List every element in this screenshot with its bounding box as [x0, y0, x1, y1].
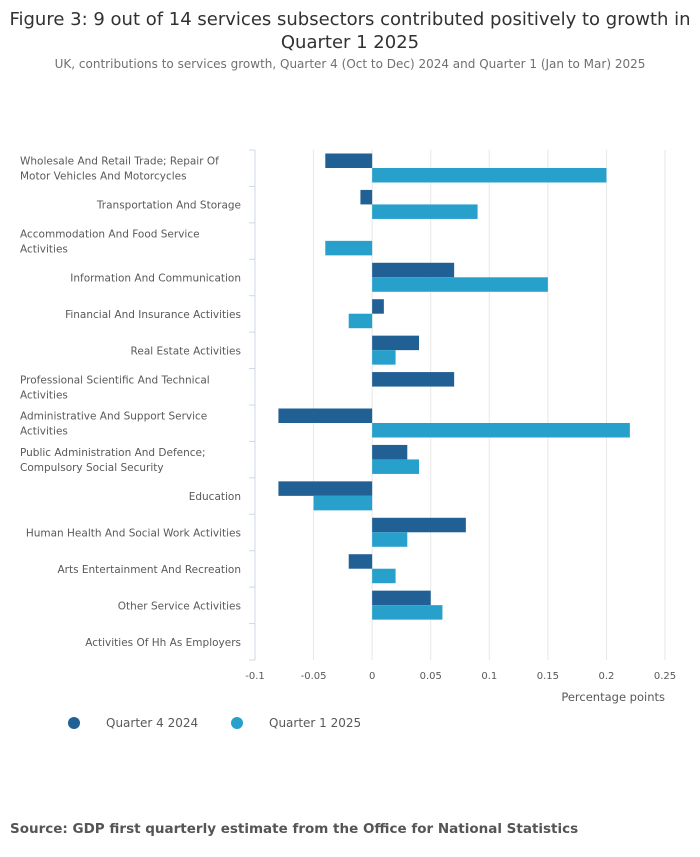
bar-q4	[325, 153, 373, 168]
bar-q4	[372, 299, 384, 314]
category-label: Information And Communication	[70, 273, 241, 285]
category-label: Human Health And Social Work Activities	[26, 528, 241, 540]
x-tick-label: 0.05	[420, 671, 442, 682]
category-label: Transportation And Storage	[96, 200, 241, 212]
bar-q4	[372, 372, 455, 387]
bar-q1	[372, 277, 548, 292]
bar-q1	[348, 313, 373, 329]
bar-q1	[372, 605, 443, 620]
bar-q4	[372, 444, 408, 460]
chart-title: Figure 3: 9 out of 14 services subsector…	[9, 9, 691, 53]
category-label: Activities	[20, 389, 68, 401]
x-tick-label: -0.1	[245, 671, 265, 682]
x-tick-label: 0.25	[654, 671, 676, 682]
category-label: Wholesale And Retail Trade; Repair Of	[20, 156, 219, 168]
category-label: Accommodation And Food Service	[20, 229, 200, 241]
bar-q1	[313, 495, 373, 511]
legend-swatch-q4	[68, 717, 80, 729]
bar-q4	[278, 481, 373, 496]
bar-q4	[348, 554, 373, 569]
category-label: Activities	[20, 244, 68, 256]
bar-q4	[372, 335, 419, 351]
bar-q1	[372, 568, 396, 584]
category-label: Administrative And Support Service	[20, 411, 207, 423]
bar-q4	[372, 517, 466, 533]
category-label: Other Service Activities	[118, 600, 241, 612]
bar-q4	[372, 590, 431, 606]
legend-label-q4: Quarter 4 2024	[106, 716, 199, 730]
x-tick-label: 0.15	[537, 671, 559, 682]
category-label: Compulsory Social Security	[20, 462, 164, 474]
category-label: Real Estate Activities	[131, 345, 241, 357]
category-label: Education	[189, 491, 241, 503]
category-label: Activities	[20, 426, 68, 438]
bar-q1	[372, 532, 408, 547]
category-label: Arts Entertainment And Recreation	[57, 564, 241, 576]
bar-q1	[372, 459, 419, 474]
x-tick-label: 0.1	[481, 671, 497, 682]
bar-q1	[372, 423, 630, 438]
bar-q4	[372, 262, 455, 278]
x-tick-label: -0.05	[301, 671, 327, 682]
x-tick-label: 0	[369, 671, 375, 682]
bar-q4	[360, 189, 373, 205]
chart-subtitle: UK, contributions to services growth, Qu…	[54, 57, 646, 71]
bar-q1	[325, 240, 373, 256]
bar-q1	[372, 204, 478, 219]
legend-item-q1[interactable]: Quarter 1 2025	[231, 716, 361, 730]
legend-item-q4[interactable]: Quarter 4 2024	[68, 716, 198, 730]
category-label: Motor Vehicles And Motorcycles	[20, 171, 187, 183]
category-label: Public Administration And Defence;	[20, 447, 206, 459]
x-axis-title: Percentage points	[561, 690, 665, 704]
category-label: Professional Scientific And Technical	[20, 374, 210, 386]
legend: Quarter 4 2024 Quarter 1 2025	[0, 716, 700, 736]
legend-swatch-q1	[231, 717, 243, 729]
category-label: Financial And Insurance Activities	[65, 309, 241, 321]
bar-q1	[372, 350, 396, 365]
legend-label-q1: Quarter 1 2025	[269, 716, 362, 730]
category-label: Activities Of Hh As Employers	[85, 637, 241, 649]
source-note: Source: GDP first quarterly estimate fro…	[10, 821, 579, 837]
bar-q4	[278, 408, 373, 423]
bar-q1	[372, 168, 607, 183]
x-tick-label: 0.2	[598, 671, 614, 682]
